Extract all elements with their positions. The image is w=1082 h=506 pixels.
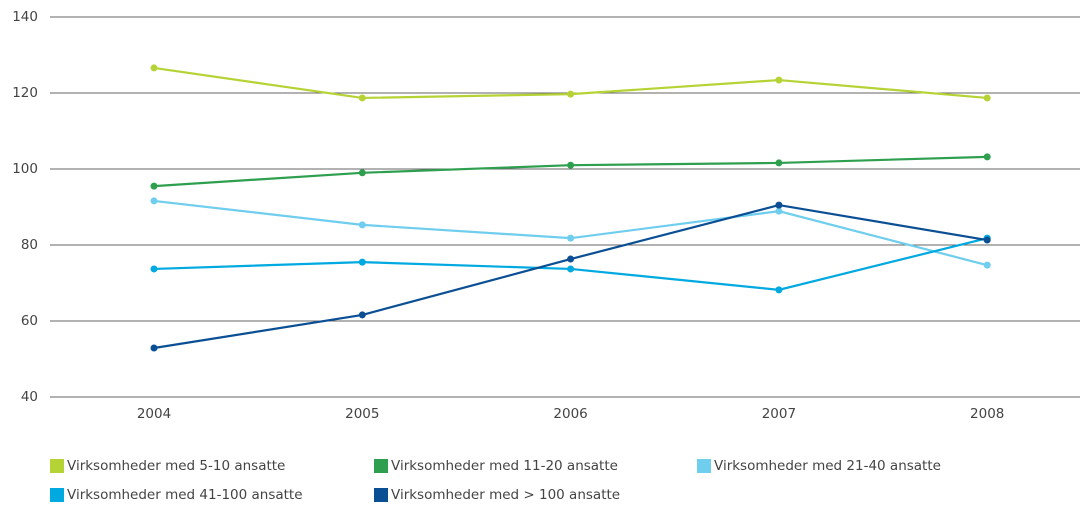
data-point	[775, 76, 783, 84]
data-point	[983, 94, 991, 102]
data-point	[358, 258, 366, 266]
data-point	[775, 207, 783, 215]
data-point	[775, 286, 783, 294]
data-point	[567, 161, 575, 169]
data-point	[150, 265, 158, 273]
y-tick-label: 60	[21, 313, 38, 329]
legend-label: Virksomheder med 5-10 ansatte	[67, 458, 285, 474]
x-tick-label: 2007	[762, 406, 796, 422]
data-point	[567, 90, 575, 98]
y-tick-label: 100	[12, 161, 38, 177]
series-line	[153, 237, 988, 291]
x-tick-label: 2006	[553, 406, 587, 422]
x-tick-label: 2004	[137, 406, 171, 422]
series-line	[153, 155, 988, 188]
y-tick-label: 80	[21, 237, 38, 253]
data-point	[775, 201, 783, 209]
data-point	[150, 197, 158, 205]
data-point	[150, 344, 158, 352]
data-point	[358, 221, 366, 229]
data-point	[150, 182, 158, 190]
legend-swatch	[50, 488, 64, 502]
legend-swatch	[374, 488, 388, 502]
data-point	[983, 153, 991, 161]
data-point	[983, 261, 991, 269]
data-point	[567, 234, 575, 242]
legend-swatch	[50, 459, 64, 473]
series-line	[153, 199, 988, 267]
legend-label: Virksomheder med 41-100 ansatte	[67, 487, 303, 503]
legend-label: Virksomheder med > 100 ansatte	[391, 487, 620, 503]
legend-label: Virksomheder med 11-20 ansatte	[391, 458, 618, 474]
data-point	[150, 64, 158, 72]
data-point	[983, 236, 991, 244]
legend-swatch	[374, 459, 388, 473]
y-tick-label: 120	[12, 85, 38, 101]
data-point	[567, 265, 575, 273]
data-point	[775, 159, 783, 167]
legend-label: Virksomheder med 21-40 ansatte	[714, 458, 941, 474]
y-tick-label: 40	[21, 389, 38, 405]
y-tick-label: 140	[12, 9, 38, 25]
x-tick-label: 2008	[970, 406, 1004, 422]
series-line	[153, 203, 988, 350]
data-point	[358, 169, 366, 177]
legend-swatch	[697, 459, 711, 473]
data-point	[358, 311, 366, 319]
data-point	[358, 94, 366, 102]
x-tick-label: 2005	[345, 406, 379, 422]
data-point	[567, 255, 575, 263]
